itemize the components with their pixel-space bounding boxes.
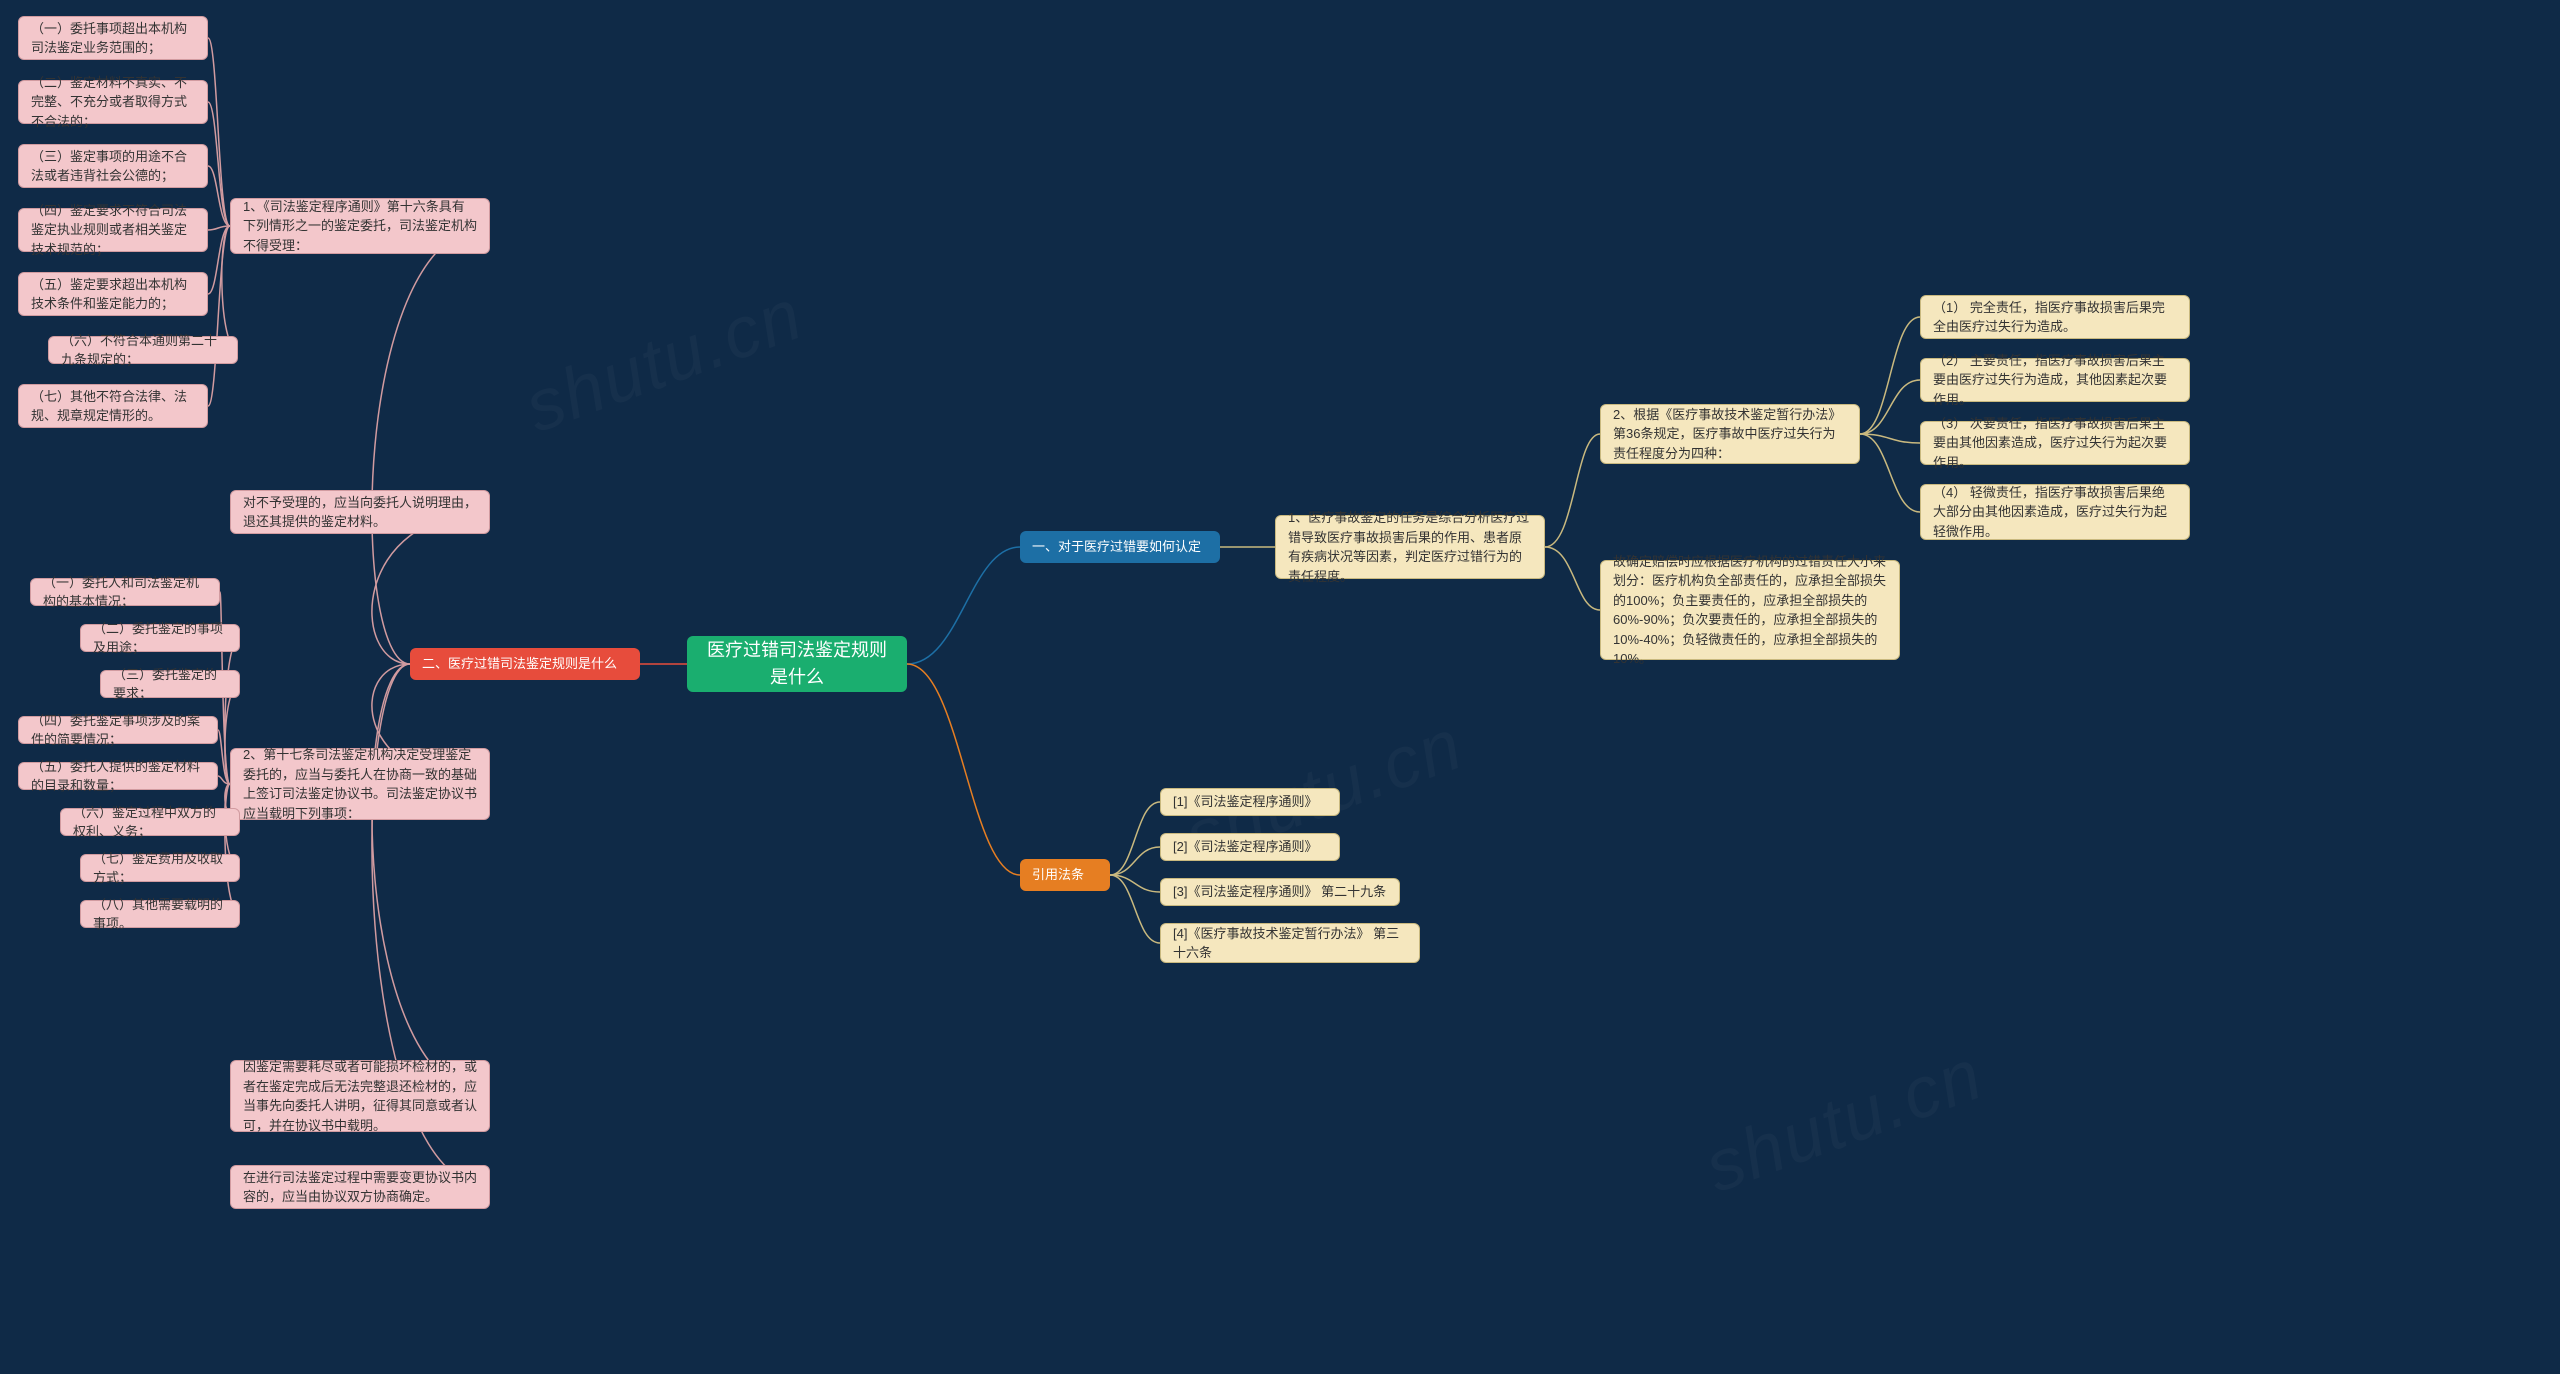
leaf-node[interactable]: （4） 轻微责任，指医疗事故损害后果绝大部分由其他因素造成，医疗过失行为起轻微作… bbox=[1920, 484, 2190, 540]
node-label: 在进行司法鉴定过程中需要变更协议书内容的，应当由协议双方协商确定。 bbox=[243, 1168, 477, 1207]
leaf-node[interactable]: [1]《司法鉴定程序通则》 bbox=[1160, 788, 1340, 816]
node-b1[interactable]: 一、对于医疗过错要如何认定 bbox=[1020, 531, 1220, 563]
node-label: （四）委托鉴定事项涉及的案件的简要情况； bbox=[31, 711, 205, 750]
node-label: [1]《司法鉴定程序通则》 bbox=[1173, 792, 1317, 812]
node-label: 对不予受理的，应当向委托人说明理由，退还其提供的鉴定材料。 bbox=[243, 493, 477, 532]
node-label: （3） 次要责任，指医疗事故损害后果主要由其他因素造成，医疗过失行为起次要作用。 bbox=[1933, 414, 2177, 473]
leaf-node[interactable]: （三）委托鉴定的要求； bbox=[100, 670, 240, 698]
leaf-node[interactable]: （1） 完全责任，指医疗事故损害后果完全由医疗过失行为造成。 bbox=[1920, 295, 2190, 339]
node-label: 一、对于医疗过错要如何认定 bbox=[1032, 537, 1201, 557]
leaf-node[interactable]: （二）鉴定材料不真实、不完整、不充分或者取得方式不合法的； bbox=[18, 80, 208, 124]
leaf-node[interactable]: [2]《司法鉴定程序通则》 bbox=[1160, 833, 1340, 861]
root-label: 医疗过错司法鉴定规则是什么 bbox=[705, 637, 889, 691]
root-node[interactable]: 医疗过错司法鉴定规则是什么 bbox=[687, 636, 907, 692]
leaf-node[interactable]: （四）委托鉴定事项涉及的案件的简要情况； bbox=[18, 716, 218, 744]
node-label: 2、根据《医疗事故技术鉴定暂行办法》第36条规定，医疗事故中医疗过失行为责任程度… bbox=[1613, 405, 1847, 464]
node-label: 因鉴定需要耗尽或者可能损坏检材的，或者在鉴定完成后无法完整退还检材的，应当事先向… bbox=[243, 1057, 477, 1135]
watermark: shutu.cn bbox=[1695, 1033, 1994, 1209]
node-label: （六）鉴定过程中双方的权利、义务； bbox=[73, 803, 227, 842]
leaf-node[interactable]: （一）委托人和司法鉴定机构的基本情况； bbox=[30, 578, 220, 606]
leaf-node[interactable]: （四）鉴定要求不符合司法鉴定执业规则或者相关鉴定技术规范的； bbox=[18, 208, 208, 252]
watermark: shutu.cn bbox=[515, 273, 814, 449]
node-b1-1[interactable]: 1、医疗事故鉴定的任务是综合分析医疗过错导致医疗事故损害后果的作用、患者原有疾病… bbox=[1275, 515, 1545, 579]
node-a1c4[interactable]: 因鉴定需要耗尽或者可能损坏检材的，或者在鉴定完成后无法完整退还检材的，应当事先向… bbox=[230, 1060, 490, 1132]
leaf-node[interactable]: [3]《司法鉴定程序通则》 第二十九条 bbox=[1160, 878, 1400, 906]
node-label: （2） 主要责任，指医疗事故损害后果主要由医疗过失行为造成，其他因素起次要作用。 bbox=[1933, 351, 2177, 410]
leaf-node[interactable]: （六）不符合本通则第二十九条规定的； bbox=[48, 336, 238, 364]
node-label: [4]《医疗事故技术鉴定暂行办法》 第三十六条 bbox=[1173, 924, 1407, 963]
leaf-node[interactable]: （七）鉴定费用及收取方式； bbox=[80, 854, 240, 882]
leaf-node[interactable]: [4]《医疗事故技术鉴定暂行办法》 第三十六条 bbox=[1160, 923, 1420, 963]
leaf-node[interactable]: （七）其他不符合法律、法规、规章规定情形的。 bbox=[18, 384, 208, 428]
node-label: （一）委托事项超出本机构司法鉴定业务范围的； bbox=[31, 19, 195, 58]
node-label: （二）鉴定材料不真实、不完整、不充分或者取得方式不合法的； bbox=[31, 73, 195, 132]
node-label: [3]《司法鉴定程序通则》 第二十九条 bbox=[1173, 882, 1386, 902]
node-b2[interactable]: 引用法条 bbox=[1020, 859, 1110, 891]
leaf-node[interactable]: （二）委托鉴定的事项及用途； bbox=[80, 624, 240, 652]
node-label: （四）鉴定要求不符合司法鉴定执业规则或者相关鉴定技术规范的； bbox=[31, 201, 195, 260]
leaf-node[interactable]: （一）委托事项超出本机构司法鉴定业务范围的； bbox=[18, 16, 208, 60]
node-a1c5[interactable]: 在进行司法鉴定过程中需要变更协议书内容的，应当由协议双方协商确定。 bbox=[230, 1165, 490, 1209]
node-a1c1[interactable]: 1、《司法鉴定程序通则》第十六条具有下列情形之一的鉴定委托，司法鉴定机构不得受理… bbox=[230, 198, 490, 254]
node-label: 引用法条 bbox=[1032, 865, 1084, 885]
leaf-node[interactable]: （八）其他需要载明的事项。 bbox=[80, 900, 240, 928]
node-label: （4） 轻微责任，指医疗事故损害后果绝大部分由其他因素造成，医疗过失行为起轻微作… bbox=[1933, 483, 2177, 542]
node-a1c2[interactable]: 对不予受理的，应当向委托人说明理由，退还其提供的鉴定材料。 bbox=[230, 490, 490, 534]
node-label: 1、医疗事故鉴定的任务是综合分析医疗过错导致医疗事故损害后果的作用、患者原有疾病… bbox=[1288, 508, 1532, 586]
node-label: （五）委托人提供的鉴定材料的目录和数量； bbox=[31, 757, 205, 796]
leaf-node[interactable]: （2） 主要责任，指医疗事故损害后果主要由医疗过失行为造成，其他因素起次要作用。 bbox=[1920, 358, 2190, 402]
node-a1c3[interactable]: 2、第十七条司法鉴定机构决定受理鉴定委托的，应当与委托人在协商一致的基础上签订司… bbox=[230, 748, 490, 820]
node-label: 二、医疗过错司法鉴定规则是什么 bbox=[422, 654, 617, 674]
leaf-node[interactable]: （六）鉴定过程中双方的权利、义务； bbox=[60, 808, 240, 836]
leaf-node[interactable]: （五）鉴定要求超出本机构技术条件和鉴定能力的； bbox=[18, 272, 208, 316]
node-a1[interactable]: 二、医疗过错司法鉴定规则是什么 bbox=[410, 648, 640, 680]
node-label: （八）其他需要载明的事项。 bbox=[93, 895, 227, 934]
node-b1-1-b[interactable]: 故确定赔偿时应根据医疗机构的过错责任大小来划分：医疗机构负全部责任的，应承担全部… bbox=[1600, 560, 1900, 660]
node-label: 2、第十七条司法鉴定机构决定受理鉴定委托的，应当与委托人在协商一致的基础上签订司… bbox=[243, 745, 477, 823]
node-label: （1） 完全责任，指医疗事故损害后果完全由医疗过失行为造成。 bbox=[1933, 298, 2177, 337]
node-label: （一）委托人和司法鉴定机构的基本情况； bbox=[43, 573, 207, 612]
node-label: （三）委托鉴定的要求； bbox=[113, 665, 227, 704]
node-label: [2]《司法鉴定程序通则》 bbox=[1173, 837, 1317, 857]
node-label: （三）鉴定事项的用途不合法或者违背社会公德的； bbox=[31, 147, 195, 186]
node-label: 1、《司法鉴定程序通则》第十六条具有下列情形之一的鉴定委托，司法鉴定机构不得受理… bbox=[243, 197, 477, 256]
leaf-node[interactable]: （三）鉴定事项的用途不合法或者违背社会公德的； bbox=[18, 144, 208, 188]
node-label: （二）委托鉴定的事项及用途； bbox=[93, 619, 227, 658]
leaf-node[interactable]: （五）委托人提供的鉴定材料的目录和数量； bbox=[18, 762, 218, 790]
node-label: （七）其他不符合法律、法规、规章规定情形的。 bbox=[31, 387, 195, 426]
node-label: （六）不符合本通则第二十九条规定的； bbox=[61, 331, 225, 370]
leaf-node[interactable]: （3） 次要责任，指医疗事故损害后果主要由其他因素造成，医疗过失行为起次要作用。 bbox=[1920, 421, 2190, 465]
node-label: （五）鉴定要求超出本机构技术条件和鉴定能力的； bbox=[31, 275, 195, 314]
node-label: 故确定赔偿时应根据医疗机构的过错责任大小来划分：医疗机构负全部责任的，应承担全部… bbox=[1613, 552, 1887, 669]
node-label: （七）鉴定费用及收取方式； bbox=[93, 849, 227, 888]
node-b1-1-a[interactable]: 2、根据《医疗事故技术鉴定暂行办法》第36条规定，医疗事故中医疗过失行为责任程度… bbox=[1600, 404, 1860, 464]
